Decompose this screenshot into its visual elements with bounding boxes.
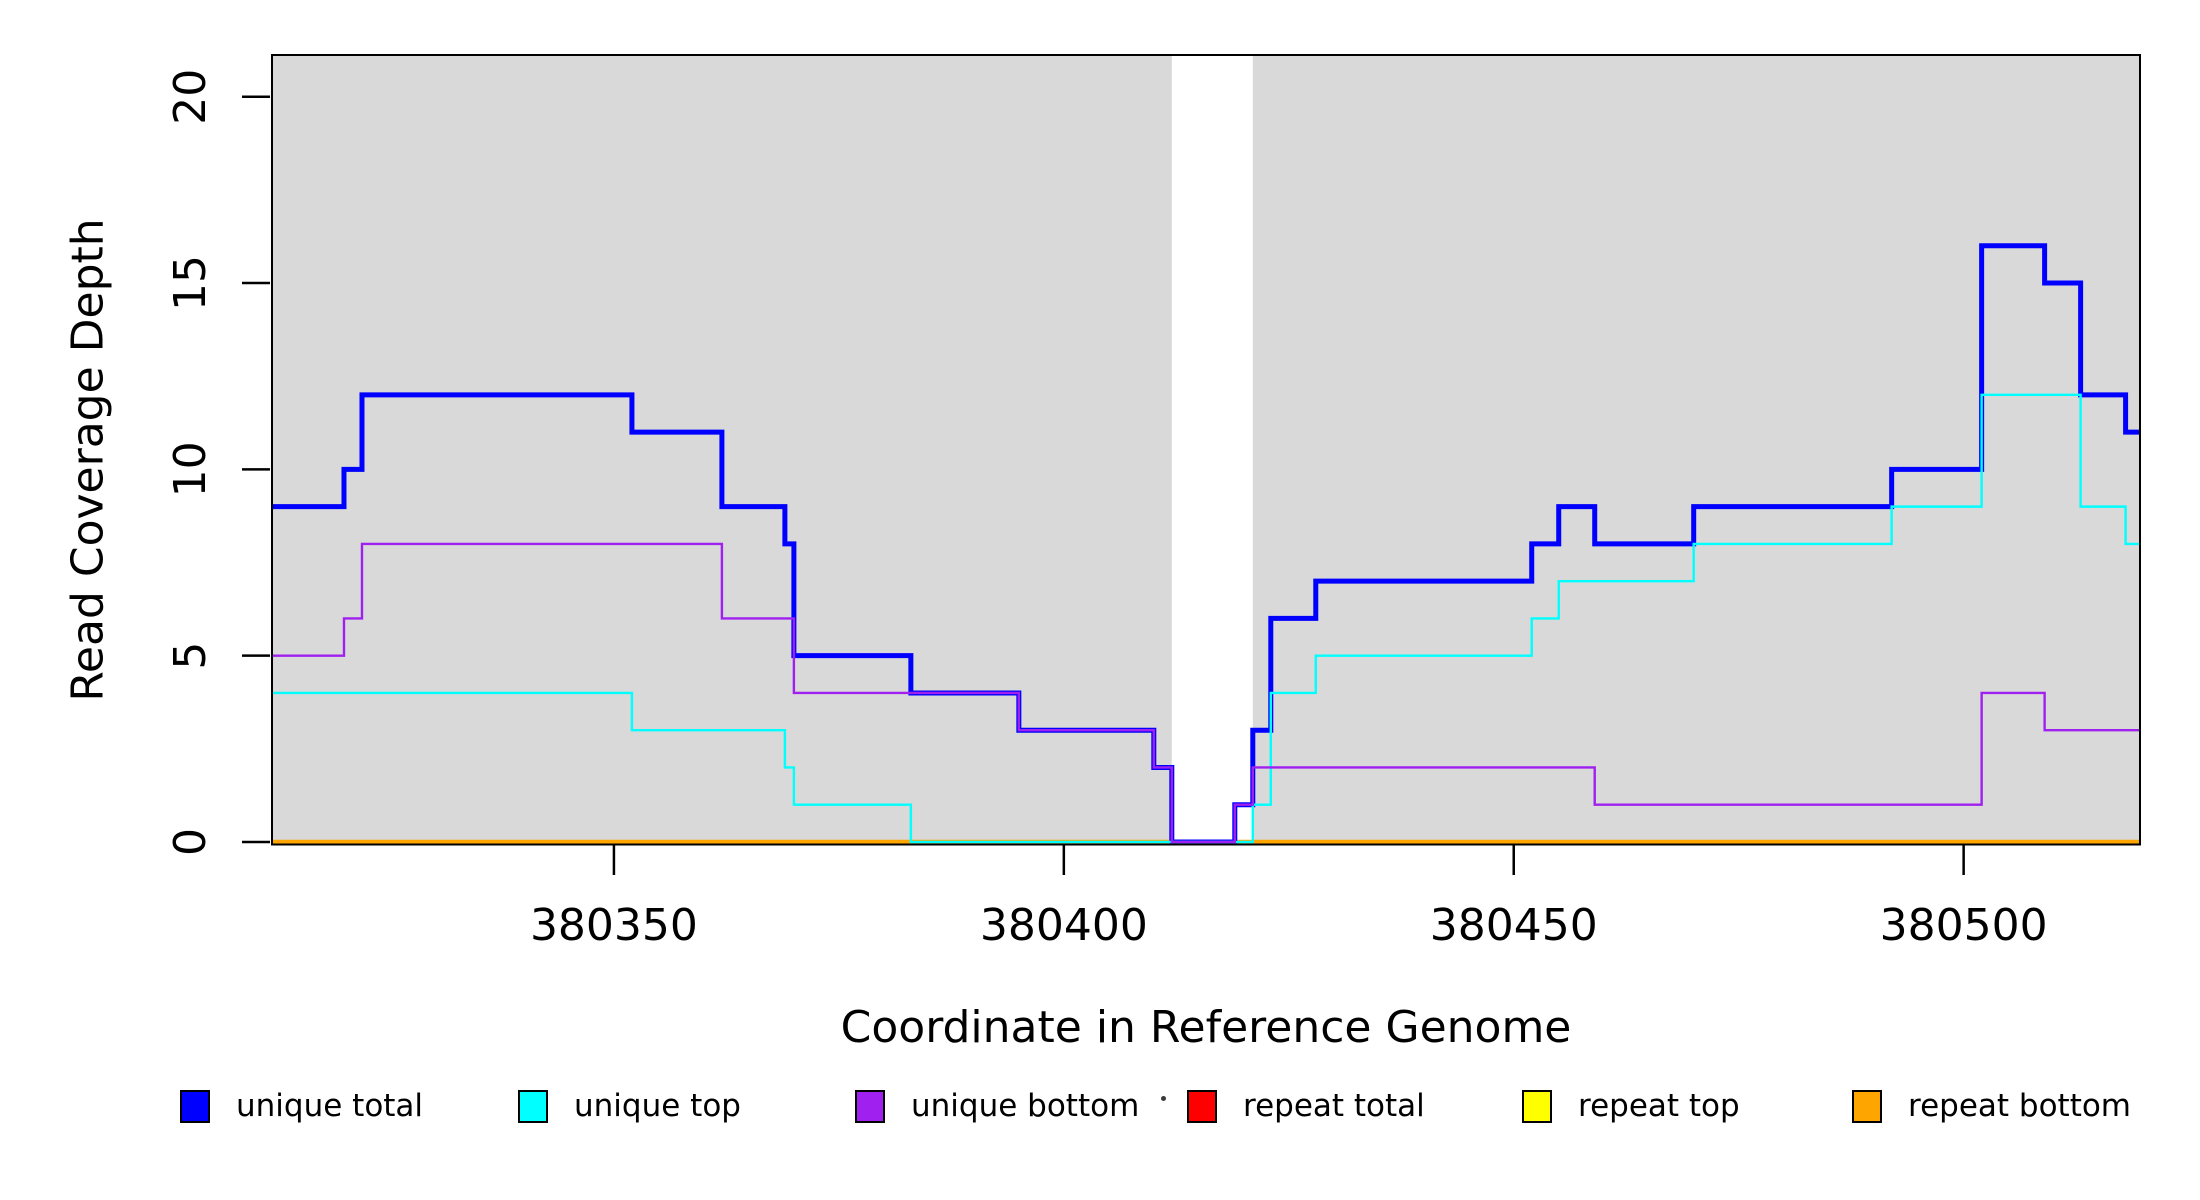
legend-label: unique bottom: [911, 1088, 1140, 1124]
legend-item-unique-total: unique total: [180, 1086, 423, 1126]
legend-label: repeat top: [1578, 1088, 1740, 1124]
legend-swatch: [518, 1089, 548, 1123]
legend-label: unique top: [574, 1088, 741, 1124]
y-axis-title: Read Coverage Depth: [62, 218, 114, 702]
stray-dot-mark: [1161, 1096, 1166, 1101]
legend-swatch: [1852, 1089, 1882, 1123]
y-tick-label: 20: [165, 69, 216, 125]
legend-swatch: [1522, 1089, 1552, 1123]
x-tick-label: 380400: [980, 900, 1148, 951]
legend-item-unique-bottom: unique bottom: [855, 1086, 1139, 1126]
legend-item-repeat-bottom: repeat bottom: [1852, 1086, 2131, 1126]
y-tick-label: 0: [165, 828, 216, 856]
legend-item-repeat-total: repeat total: [1187, 1086, 1425, 1126]
plot-box: [271, 54, 2141, 846]
series-line-unique-top: [272, 393, 2140, 844]
legend-label: repeat bottom: [1908, 1088, 2132, 1124]
shaded-region-2: [1252, 55, 2140, 842]
x-axis-title: Coordinate in Reference Genome: [840, 1002, 1572, 1053]
legend-label: repeat total: [1243, 1088, 1425, 1124]
legend-label: unique total: [236, 1088, 424, 1124]
x-tick-label: 380350: [530, 900, 698, 951]
y-tick-label: 15: [165, 255, 216, 311]
legend-swatch: [180, 1089, 210, 1123]
legend-swatch: [1187, 1089, 1217, 1123]
x-tick-label: 380450: [1430, 900, 1598, 951]
legend-swatch: [855, 1089, 885, 1123]
series-line-unique-bottom: [272, 542, 2140, 844]
y-tick-label: 10: [165, 441, 216, 497]
y-tick-label: 5: [165, 642, 216, 670]
x-tick-label: 380500: [1880, 900, 2048, 951]
legend-item-repeat-top: repeat top: [1522, 1086, 1740, 1126]
legend-item-unique-top: unique top: [518, 1086, 741, 1126]
